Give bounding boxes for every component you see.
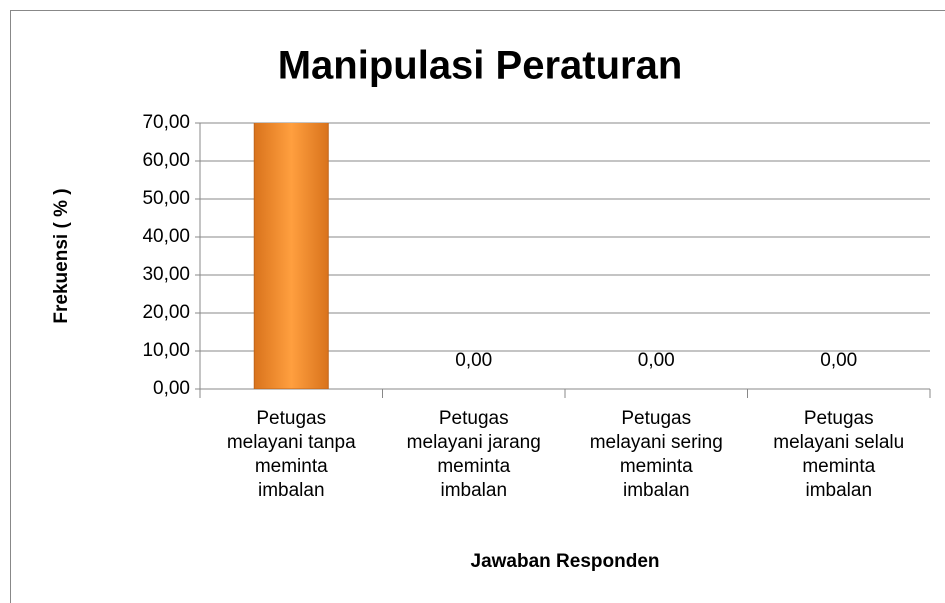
- x-tick-label: Petugas melayani sering meminta imbalan: [589, 408, 723, 501]
- y-tick-label: 10,00: [142, 340, 190, 361]
- plot-area: [253, 123, 329, 389]
- chart-frame: [10, 10, 945, 603]
- x-tick-label: Petugas melayani tanpa meminta imbalan: [226, 408, 356, 501]
- x-tick-label: Petugas melayani jarang meminta imbalan: [406, 408, 541, 501]
- y-tick-label: 30,00: [142, 264, 190, 285]
- y-axis-title: Frekuensi ( % ): [51, 188, 72, 323]
- y-tick-label: 0,00: [153, 378, 190, 399]
- y-tick-label: 20,00: [142, 302, 190, 323]
- data-label: 0,00: [455, 350, 492, 371]
- y-tick-label: 70,00: [142, 112, 190, 133]
- bar: [253, 123, 329, 389]
- data-label: 0,00: [638, 350, 675, 371]
- chart-title: Manipulasi Peraturan: [278, 44, 683, 88]
- y-tick-label: 60,00: [142, 150, 190, 171]
- x-axis-title: Jawaban Responden: [471, 551, 660, 572]
- x-tick-label: Petugas melayani selalu meminta imbalan: [773, 408, 905, 501]
- data-label: 0,00: [820, 350, 857, 371]
- y-tick-label: 40,00: [142, 226, 190, 247]
- y-tick-label: 50,00: [142, 188, 190, 209]
